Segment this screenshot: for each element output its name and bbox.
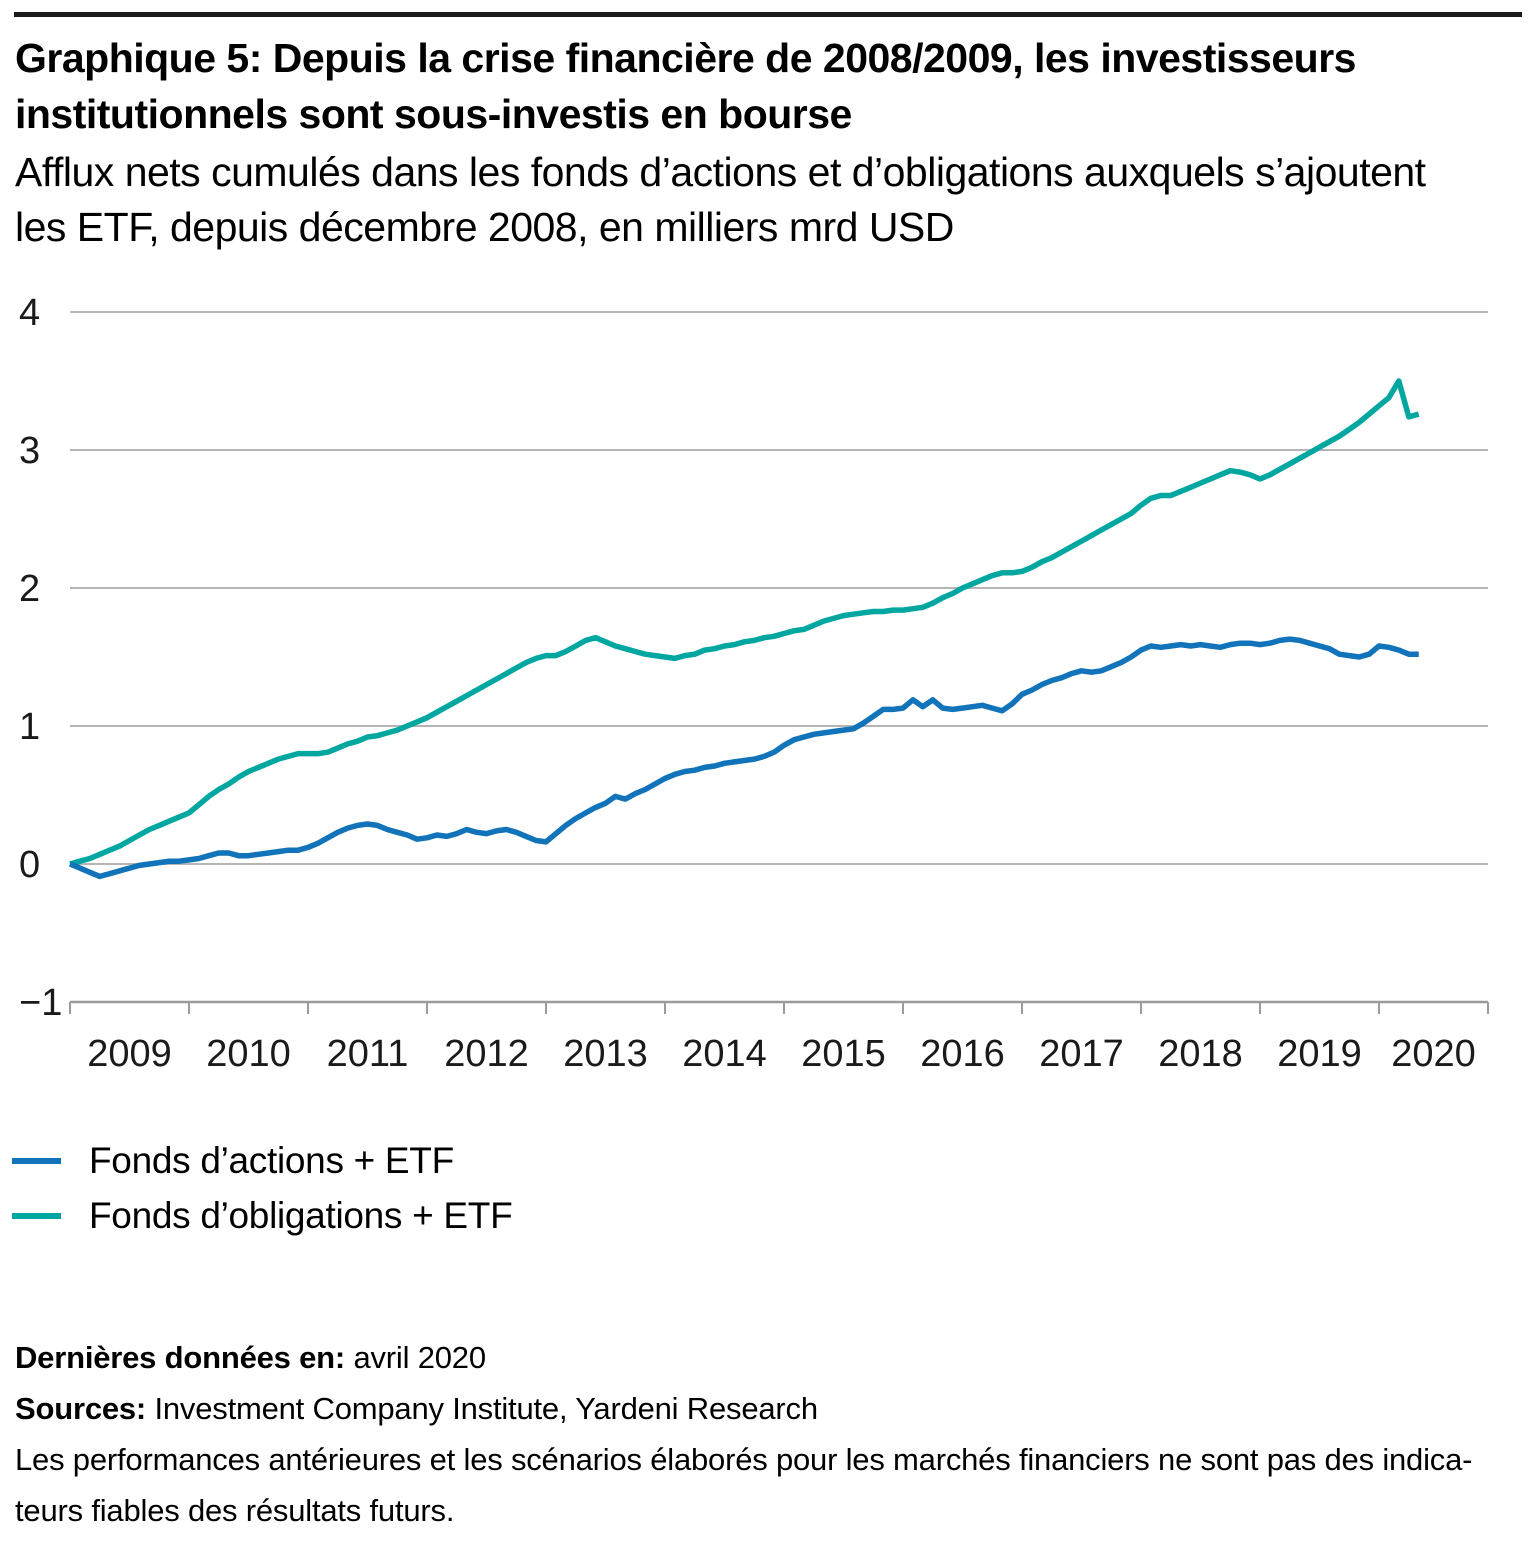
y-axis-label-2: 2	[19, 568, 40, 610]
sources-label: Sources:	[15, 1391, 147, 1426]
y-axis-label-4: 4	[19, 292, 40, 334]
chart-title: Graphique 5: Depuis la crise financière …	[15, 35, 1356, 137]
line-chart: 4 3 2 1 0 −1 2009 2010 2011 2012 2013 2014 2015 2016 2…	[0, 280, 1536, 1080]
equity-line-swatch	[12, 1157, 61, 1164]
x-axis-label-2016: 2016	[920, 1033, 1005, 1075]
y-axis-label-0: 0	[19, 844, 40, 886]
sources-line: Sources: Investment Company Institute, Y…	[15, 1383, 1520, 1434]
chart-header: Graphique 5: Depuis la crise financière …	[15, 30, 1485, 255]
x-axis-label-2020: 2020	[1391, 1033, 1476, 1075]
sources-value: Investment Company Institute, Yardeni Re…	[146, 1391, 818, 1426]
legend-item-bond: Fonds d’obligations + ETF	[12, 1188, 513, 1243]
top-rule	[14, 12, 1522, 17]
x-axis-label-2017: 2017	[1039, 1033, 1124, 1075]
y-axis-label-1: 1	[19, 706, 40, 748]
x-axis-label-2014: 2014	[682, 1033, 767, 1075]
y-axis-label-−1: −1	[19, 982, 62, 1024]
x-axis-label-2019: 2019	[1277, 1033, 1362, 1075]
legend-label-bond: Fonds d’obligations + ETF	[89, 1194, 513, 1236]
last-data-value: avril 2020	[345, 1340, 486, 1375]
disclaimer-line-2: teurs fiables des résultats futurs.	[15, 1493, 455, 1528]
legend-label-equity: Fonds d’actions + ETF	[89, 1139, 454, 1181]
series-line-bond	[69, 378, 1420, 867]
chart-legend: Fonds d’actions + ETF Fonds d’obligation…	[12, 1133, 513, 1243]
last-data-label: Dernières données en:	[15, 1340, 346, 1375]
series-line-equity	[68, 636, 1419, 880]
x-axis-label-2015: 2015	[801, 1033, 886, 1075]
x-axis-label-2009: 2009	[87, 1033, 172, 1075]
chart-canvas: 4 3 2 1 0 −1 2009 2010 2011 2012 2013 2014 2015 2016 2…	[19, 292, 1489, 1075]
x-axis-label-2012: 2012	[444, 1033, 529, 1075]
x-axis-label-2018: 2018	[1158, 1033, 1243, 1075]
bond-line-swatch	[12, 1212, 61, 1219]
legend-item-equity: Fonds d’actions + ETF	[12, 1133, 512, 1188]
x-axis-label-2010: 2010	[206, 1033, 291, 1075]
disclaimer-text: Les performances antérieures et les scén…	[15, 1434, 1520, 1536]
chart-subtitle: Afflux nets cumulés dans les fonds d’act…	[15, 149, 1426, 250]
x-axis-label-2011: 2011	[327, 1033, 409, 1075]
disclaimer-line-1: Les performances antérieures et les scén…	[15, 1442, 1473, 1477]
x-axis-label-2013: 2013	[563, 1033, 648, 1075]
y-axis-label-3: 3	[19, 430, 40, 472]
chart-footer: Dernières données en: avril 2020 Sources…	[15, 1332, 1520, 1536]
last-data-line: Dernières données en: avril 2020	[15, 1332, 1520, 1383]
